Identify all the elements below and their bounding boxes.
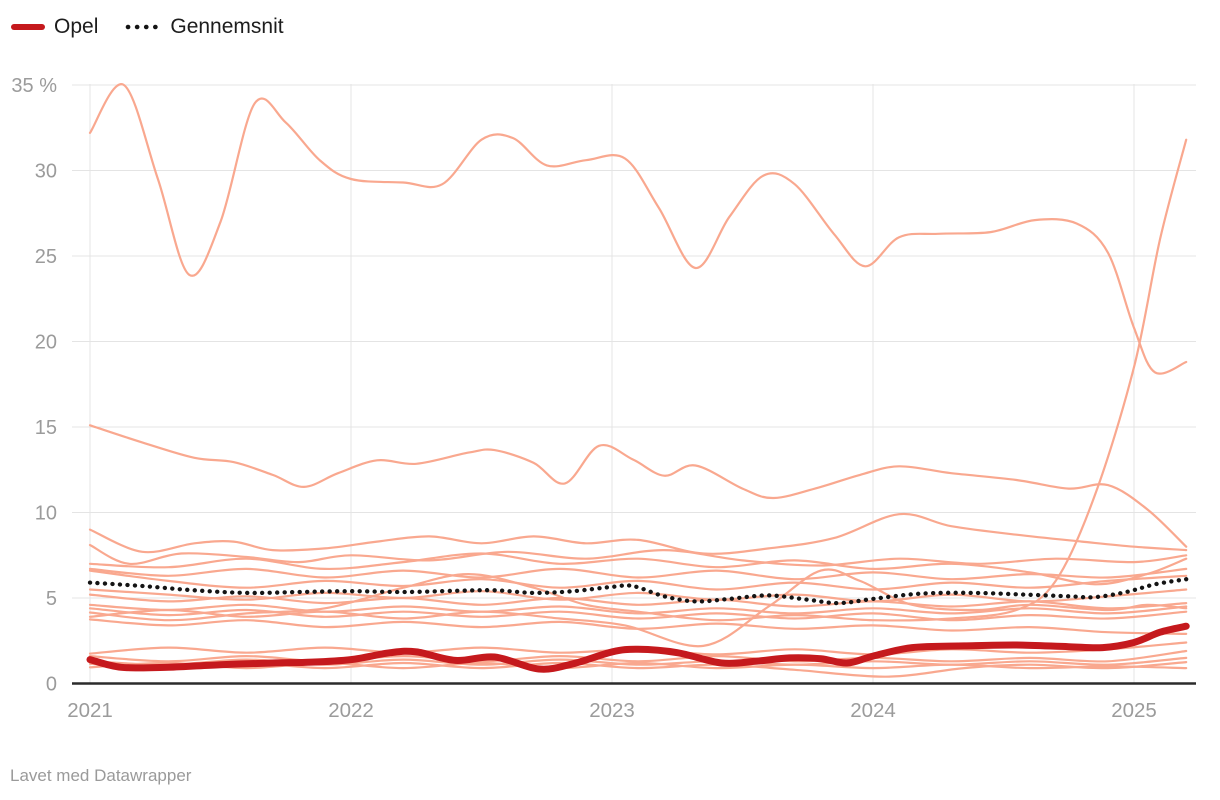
background-line-linje-10[interactable] xyxy=(88,603,1188,615)
y-axis-label: 10 xyxy=(35,503,57,525)
background-line-linje-13[interactable] xyxy=(88,568,1188,648)
background-line-linje-06[interactable] xyxy=(88,567,1188,581)
y-axis-label: 30 xyxy=(35,161,57,183)
legend-label-gennemsnit: Gennemsnit xyxy=(170,15,284,38)
background-line-linje-12[interactable] xyxy=(88,138,1188,622)
background-line-linje-19[interactable] xyxy=(88,661,1188,670)
background-line-linje-16[interactable] xyxy=(88,649,1188,663)
opel-line-swatch-icon xyxy=(11,23,45,30)
legend-item-opel: Opel xyxy=(10,16,98,37)
background-line-linje-05[interactable] xyxy=(88,552,1188,586)
y-axis-label: 35 % xyxy=(11,75,57,97)
y-axis-label: 5 xyxy=(46,588,57,610)
y-axis-label: 0 xyxy=(46,674,57,696)
background-line-linje-03[interactable] xyxy=(88,512,1188,555)
background-line-linje-09[interactable] xyxy=(88,593,1188,610)
background-line-linje-07[interactable] xyxy=(88,569,1188,591)
opel-line[interactable] xyxy=(86,622,1190,673)
background-line-linje-14[interactable] xyxy=(88,618,1188,635)
y-axis-label: 25 xyxy=(35,246,57,268)
x-axis-label: 2021 xyxy=(67,699,113,722)
average-dotted-swatch-icon xyxy=(126,24,163,29)
y-axis-label: 15 xyxy=(35,417,57,439)
background-line-linje-04[interactable] xyxy=(88,543,1188,567)
background-line-linje-01[interactable] xyxy=(88,83,1188,375)
datawrapper-credit[interactable]: Lavet med Datawrapper xyxy=(10,766,192,785)
x-axis-label: 2024 xyxy=(850,699,896,722)
legend-item-gennemsnit: Gennemsnit xyxy=(124,15,284,38)
gennemsnit-line[interactable] xyxy=(87,577,1189,606)
x-axis-label: 2023 xyxy=(589,699,635,722)
background-line-linje-02[interactable] xyxy=(88,424,1188,548)
legend-label-opel: Opel xyxy=(54,15,99,38)
y-axis-label: 20 xyxy=(35,332,57,354)
chart-legend: Opel Gennemsnit xyxy=(10,16,284,37)
x-axis-label: 2025 xyxy=(1111,699,1157,722)
x-axis-label: 2022 xyxy=(328,699,374,722)
